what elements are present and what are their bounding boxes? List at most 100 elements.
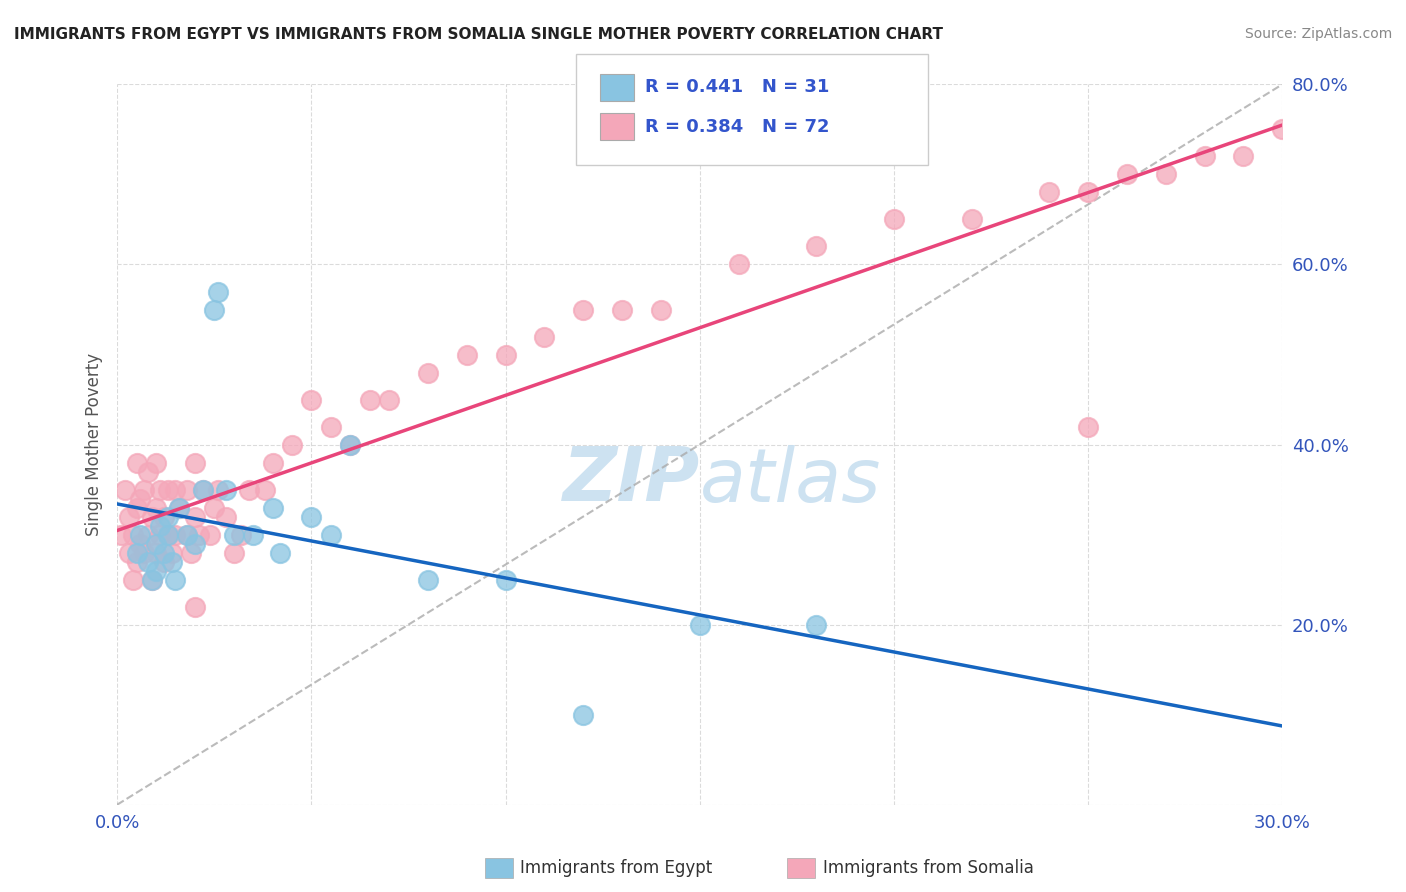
Point bbox=[222, 546, 245, 560]
Point bbox=[156, 509, 179, 524]
Point bbox=[141, 573, 163, 587]
Point bbox=[184, 509, 207, 524]
Point bbox=[129, 491, 152, 506]
Point bbox=[114, 483, 136, 497]
Point bbox=[806, 617, 828, 632]
Point bbox=[319, 419, 342, 434]
Point bbox=[118, 509, 141, 524]
Point bbox=[129, 536, 152, 550]
Point bbox=[416, 366, 439, 380]
Point bbox=[1115, 168, 1137, 182]
Point bbox=[156, 527, 179, 541]
Point bbox=[231, 527, 253, 541]
Point bbox=[1038, 186, 1060, 200]
Point bbox=[145, 546, 167, 560]
Point bbox=[1271, 122, 1294, 136]
Point bbox=[184, 456, 207, 470]
Point bbox=[134, 546, 156, 560]
Point bbox=[125, 546, 148, 560]
Point bbox=[145, 536, 167, 550]
Point bbox=[156, 527, 179, 541]
Point bbox=[1154, 168, 1177, 182]
Point bbox=[299, 509, 322, 524]
Point bbox=[176, 483, 198, 497]
Point bbox=[165, 483, 187, 497]
Point bbox=[191, 483, 214, 497]
Point bbox=[176, 527, 198, 541]
Point bbox=[136, 527, 159, 541]
Point bbox=[149, 518, 172, 533]
Point bbox=[650, 302, 672, 317]
Point bbox=[141, 509, 163, 524]
Point bbox=[200, 527, 222, 541]
Point bbox=[184, 536, 207, 550]
Point bbox=[262, 500, 284, 515]
Point bbox=[1077, 419, 1099, 434]
Point bbox=[152, 546, 174, 560]
Text: ZIP: ZIP bbox=[562, 444, 700, 517]
Point bbox=[149, 483, 172, 497]
Point bbox=[121, 573, 143, 587]
Point bbox=[145, 564, 167, 578]
Point bbox=[883, 212, 905, 227]
Point bbox=[125, 500, 148, 515]
Point bbox=[215, 509, 238, 524]
Point bbox=[960, 212, 983, 227]
Point bbox=[202, 302, 225, 317]
Point bbox=[207, 483, 229, 497]
Point bbox=[1232, 149, 1254, 163]
Point bbox=[202, 500, 225, 515]
Point bbox=[495, 573, 517, 587]
Point bbox=[129, 527, 152, 541]
Point bbox=[339, 437, 361, 451]
Point bbox=[1077, 186, 1099, 200]
Text: Immigrants from Egypt: Immigrants from Egypt bbox=[520, 859, 713, 877]
Point bbox=[118, 546, 141, 560]
Text: atlas: atlas bbox=[700, 444, 882, 516]
Point bbox=[456, 347, 478, 361]
Point bbox=[339, 437, 361, 451]
Point bbox=[165, 527, 187, 541]
Point bbox=[136, 555, 159, 569]
Point bbox=[145, 500, 167, 515]
Point bbox=[416, 573, 439, 587]
Point bbox=[110, 527, 132, 541]
Point bbox=[610, 302, 633, 317]
Point bbox=[572, 707, 595, 722]
Point bbox=[187, 527, 209, 541]
Point bbox=[207, 285, 229, 299]
Point bbox=[262, 456, 284, 470]
Text: R = 0.384   N = 72: R = 0.384 N = 72 bbox=[645, 118, 830, 136]
Point bbox=[176, 527, 198, 541]
Point bbox=[191, 483, 214, 497]
Point bbox=[160, 555, 183, 569]
Point bbox=[689, 617, 711, 632]
Point bbox=[253, 483, 276, 497]
Text: IMMIGRANTS FROM EGYPT VS IMMIGRANTS FROM SOMALIA SINGLE MOTHER POVERTY CORRELATI: IMMIGRANTS FROM EGYPT VS IMMIGRANTS FROM… bbox=[14, 27, 943, 42]
Point bbox=[1194, 149, 1216, 163]
Point bbox=[222, 527, 245, 541]
Point bbox=[359, 392, 381, 407]
Point bbox=[572, 302, 595, 317]
Point bbox=[141, 573, 163, 587]
Point bbox=[533, 329, 555, 343]
Point bbox=[215, 483, 238, 497]
Text: Immigrants from Somalia: Immigrants from Somalia bbox=[823, 859, 1033, 877]
Text: Source: ZipAtlas.com: Source: ZipAtlas.com bbox=[1244, 27, 1392, 41]
Point bbox=[281, 437, 304, 451]
Point bbox=[378, 392, 401, 407]
Point bbox=[180, 546, 202, 560]
Point bbox=[152, 555, 174, 569]
Y-axis label: Single Mother Poverty: Single Mother Poverty bbox=[86, 353, 103, 536]
Point bbox=[806, 239, 828, 253]
Point bbox=[727, 258, 749, 272]
Point bbox=[184, 599, 207, 614]
Point bbox=[145, 456, 167, 470]
Point bbox=[125, 555, 148, 569]
Point bbox=[121, 527, 143, 541]
Point bbox=[156, 483, 179, 497]
Point bbox=[319, 527, 342, 541]
Point bbox=[136, 465, 159, 479]
Point bbox=[160, 546, 183, 560]
Point bbox=[149, 527, 172, 541]
